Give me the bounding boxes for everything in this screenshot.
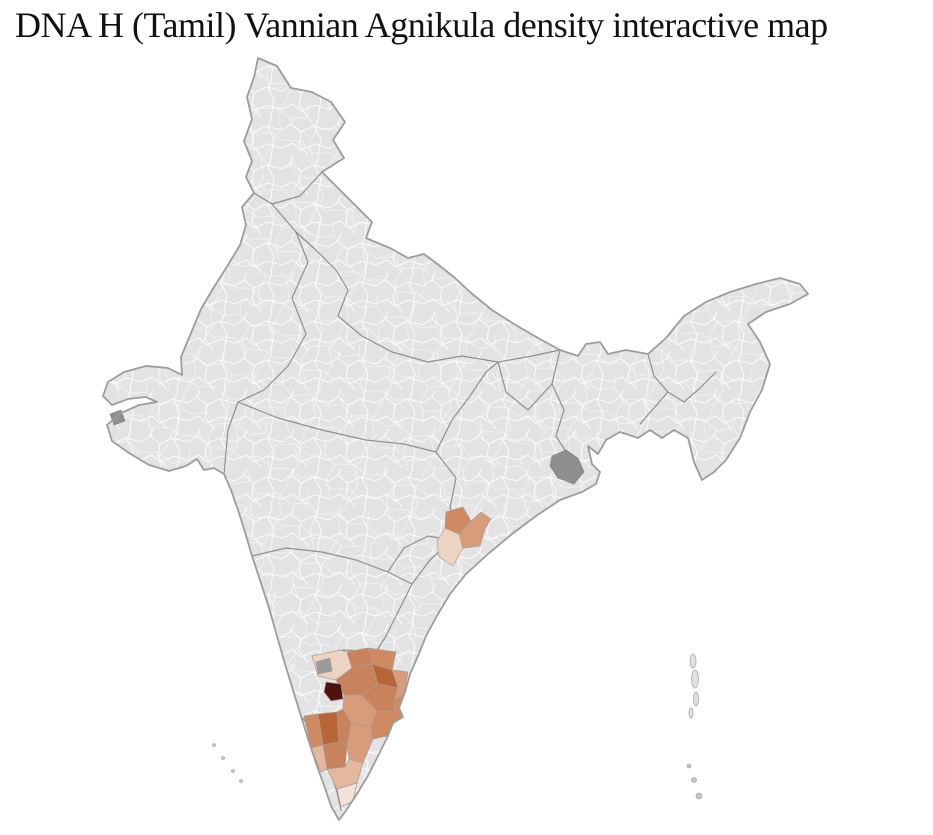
state-border-line [253,171,323,205]
india-landmass [103,58,808,820]
state-border-line [683,371,717,403]
state-border-line [639,391,669,425]
state-border-line [647,353,685,403]
lakshadweep-island [212,743,216,747]
state-border-line [237,401,437,453]
nicobar-island [686,763,692,769]
district-tn-gray[interactable] [315,657,333,675]
nicobar-island [691,777,697,783]
andaman-island [693,691,699,707]
state-border-line [375,583,413,653]
state-border-line [223,231,309,475]
andaman-island [691,669,699,689]
lakshadweep-island [231,769,235,773]
state-border-line [337,289,561,363]
lakshadweep-island [221,756,225,760]
highlighted-districts [303,506,492,808]
district-mesh-layer-2 [103,58,808,820]
lakshadweep-island [239,779,243,783]
state-border-line [551,349,571,459]
state-border-line [271,203,349,291]
islands [212,653,703,800]
neighbor-country-fragment [549,449,585,485]
state-borders [223,171,717,811]
state-border-line [497,361,553,411]
district-tn-10-max[interactable] [323,681,344,702]
state-border-line [251,547,413,585]
district-od-3[interactable] [436,527,464,567]
state-border-line [435,361,499,453]
andaman-island [688,707,694,719]
page-title: DNA H (Tamil) Vannian Agnikula density i… [15,5,828,45]
district-tn-18[interactable] [310,744,328,773]
andaman-island [689,653,697,669]
nicobar-island [695,792,703,800]
